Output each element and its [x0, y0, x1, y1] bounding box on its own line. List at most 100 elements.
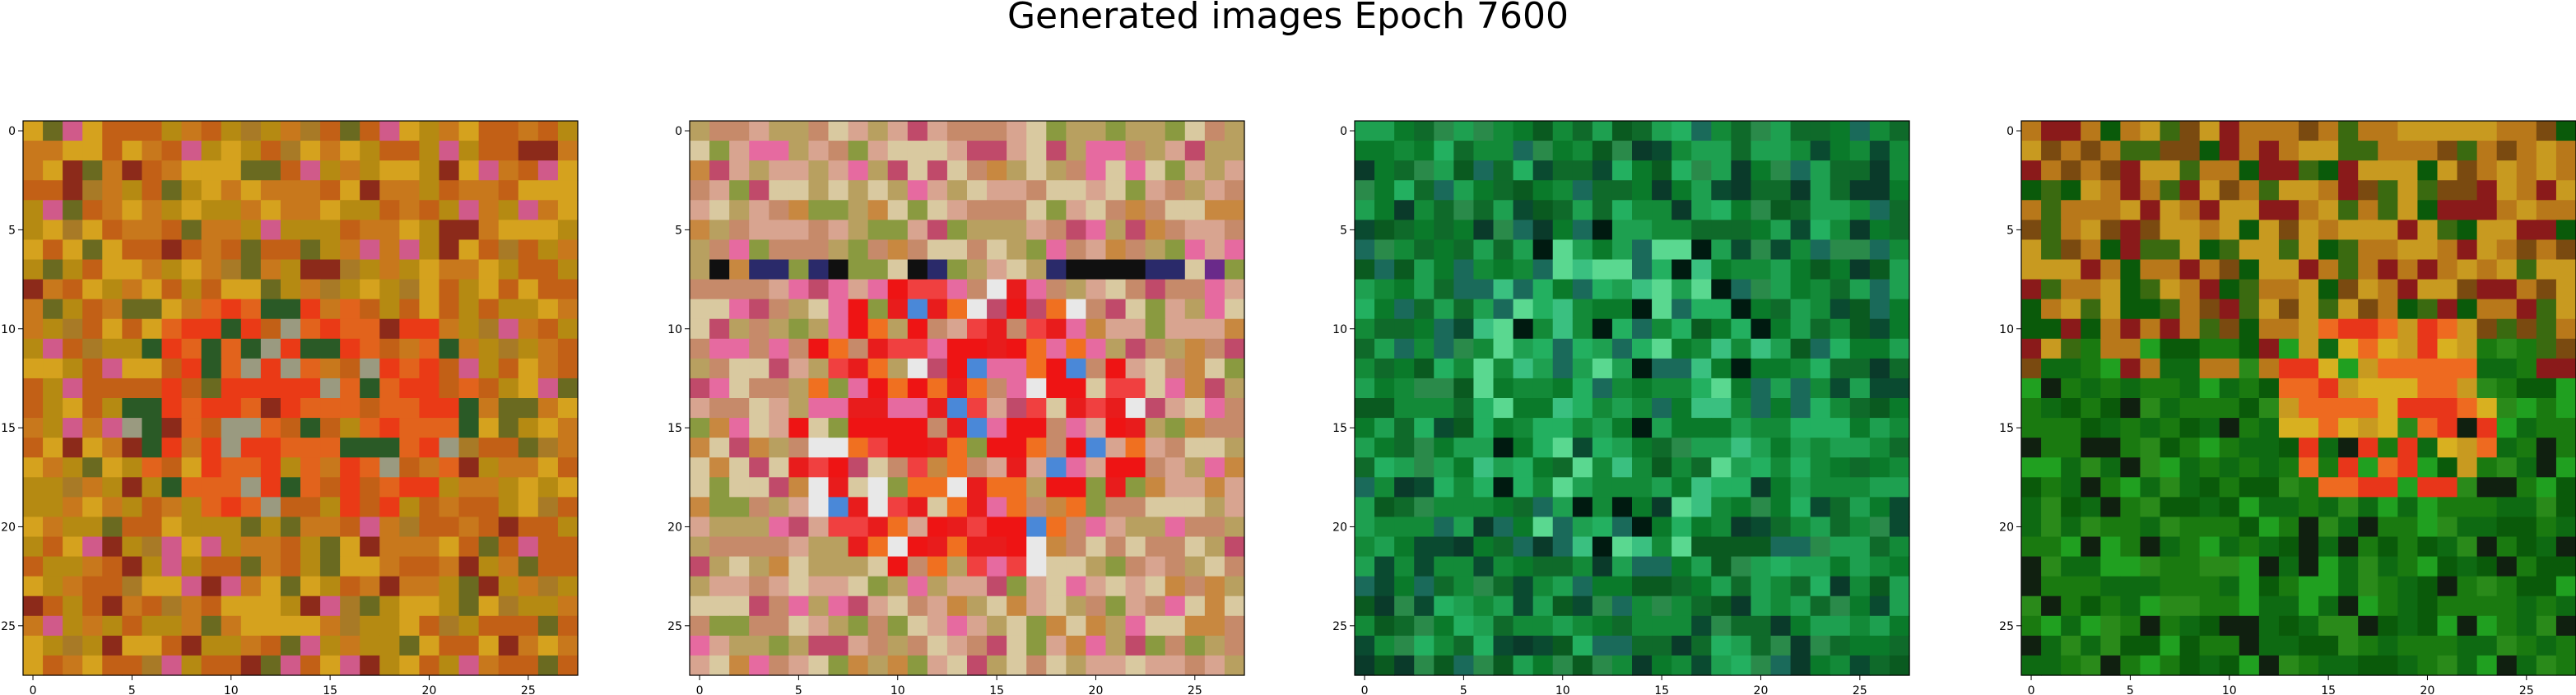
- pixel-cell: [1125, 398, 1146, 419]
- pixel-cell: [1414, 595, 1434, 617]
- pixel-cell: [769, 477, 789, 498]
- pixel-cell: [1165, 299, 1186, 320]
- pixel-cell: [2437, 180, 2458, 201]
- pixel-cell: [2516, 576, 2537, 597]
- pixel-cell: [379, 279, 400, 300]
- pixel-cell: [1355, 338, 1375, 359]
- pixel-cell: [498, 299, 519, 320]
- pixel-cell: [828, 438, 849, 458]
- pixel-cell: [2081, 477, 2101, 498]
- y-tick-label: 20: [1999, 521, 2014, 534]
- pixel-cell: [181, 160, 202, 181]
- pixel-cell: [2496, 160, 2518, 181]
- pixel-cell: [1145, 239, 1166, 261]
- pixel-cell: [2299, 497, 2319, 518]
- pixel-cell: [788, 378, 810, 399]
- pixel-cell: [2397, 239, 2419, 261]
- pixel-cell: [300, 536, 321, 558]
- pixel-cell: [320, 418, 341, 438]
- pixel-cell: [2061, 318, 2081, 340]
- pixel-cell: [709, 180, 730, 201]
- pixel-cell: [2021, 517, 2042, 538]
- pixel-cell: [1224, 497, 1245, 518]
- pixel-cell: [1513, 418, 1534, 438]
- pixel-cell: [2437, 438, 2458, 458]
- pixel-cell: [2041, 141, 2062, 161]
- pixel-cell: [2417, 635, 2439, 656]
- pixel-cell: [1105, 536, 1127, 558]
- pixel-cell: [280, 457, 301, 478]
- pixel-cell: [2081, 121, 2101, 141]
- pixel-cell: [2496, 635, 2518, 656]
- pixel-cell: [419, 378, 440, 399]
- pixel-cell: [2081, 358, 2101, 379]
- pixel-cell: [161, 220, 183, 241]
- pixel-cell: [1374, 259, 1395, 280]
- pixel-cell: [102, 299, 123, 320]
- pixel-cell: [2278, 141, 2299, 161]
- pixel-cell: [987, 121, 1007, 141]
- pixel-cell: [1869, 398, 1890, 419]
- pixel-cell: [1592, 338, 1613, 359]
- pixel-cell: [1869, 556, 1890, 577]
- pixel-cell: [1394, 595, 1415, 617]
- pixel-cell: [300, 318, 321, 340]
- pixel-cell: [1889, 121, 1910, 141]
- pixel-cell: [2239, 477, 2260, 498]
- pixel-cell: [458, 279, 480, 300]
- pixel-cell: [439, 358, 460, 379]
- pixel-cell: [2476, 438, 2498, 458]
- pixel-cell: [201, 180, 222, 201]
- pixel-cell: [122, 180, 143, 201]
- pixel-cell: [23, 338, 44, 359]
- pixel-cell: [1869, 438, 1890, 458]
- pixel-cell: [2555, 595, 2576, 617]
- pixel-cell: [2536, 655, 2557, 676]
- pixel-cell: [1066, 200, 1087, 220]
- pixel-cell: [1434, 220, 1454, 241]
- pixel-cell: [23, 121, 44, 141]
- pixel-cell: [1572, 358, 1593, 379]
- pixel-cell: [867, 418, 889, 438]
- pixel-cell: [1572, 438, 1593, 458]
- pixel-cell: [2496, 655, 2518, 676]
- pixel-cell: [142, 180, 163, 201]
- pixel-cell: [82, 615, 103, 637]
- pixel-cell: [1592, 358, 1613, 379]
- pixel-cell: [2476, 595, 2498, 617]
- pixel-cell: [518, 160, 539, 181]
- x-tick-label: 20: [1754, 684, 1769, 695]
- pixel-cell: [2476, 318, 2498, 340]
- pixel-cell: [478, 259, 500, 280]
- pixel-cell: [478, 318, 500, 340]
- pixel-cell: [537, 418, 559, 438]
- pixel-cell: [2536, 556, 2557, 577]
- pixel-cell: [1532, 358, 1554, 379]
- pixel-cell: [2457, 121, 2478, 141]
- pixel-cell: [23, 141, 44, 161]
- pixel-cell: [709, 398, 730, 419]
- pixel-cell: [1007, 180, 1027, 201]
- pixel-cell: [1145, 160, 1166, 181]
- pixel-cell: [907, 595, 928, 617]
- pixel-cell: [927, 457, 948, 478]
- pixel-cell: [557, 160, 579, 181]
- pixel-cell: [221, 378, 242, 399]
- pixel-cell: [2179, 655, 2201, 676]
- pixel-cell: [709, 358, 730, 379]
- pixel-cell: [2061, 299, 2081, 320]
- pixel-cell: [2258, 595, 2280, 617]
- pixel-cell: [1046, 497, 1067, 518]
- pixel-cell: [240, 457, 262, 478]
- pixel-cell: [2555, 418, 2576, 438]
- pixel-cell: [2476, 141, 2498, 161]
- pixel-cell: [1849, 338, 1871, 359]
- pixel-cell: [1513, 239, 1534, 261]
- pixel-cell: [690, 477, 710, 498]
- pixel-cell: [967, 635, 988, 656]
- pixel-cell: [2199, 497, 2220, 518]
- pixel-cell: [2021, 418, 2042, 438]
- pixel-cell: [1355, 457, 1375, 478]
- pixel-cell: [122, 299, 143, 320]
- pixel-cell: [2278, 635, 2299, 656]
